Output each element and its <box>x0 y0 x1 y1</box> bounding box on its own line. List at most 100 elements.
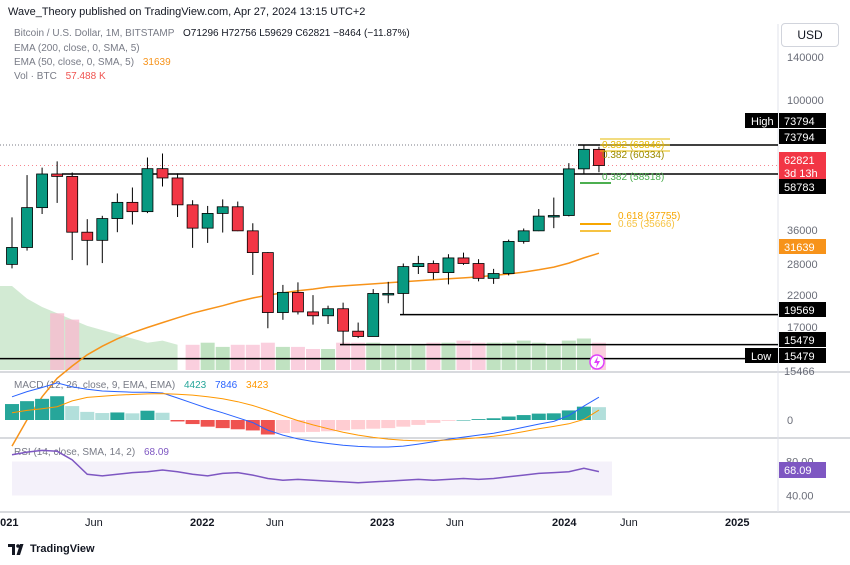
macd-histogram-bar <box>155 412 170 420</box>
volume-bar <box>185 344 200 370</box>
volume-bar <box>306 349 320 370</box>
currency-button[interactable]: USD <box>781 23 839 47</box>
alert-icon-bolt <box>594 356 600 368</box>
candle-body <box>201 213 214 229</box>
time-axis-tick: 2022 <box>190 517 214 529</box>
volume-bar <box>546 344 561 370</box>
legend-macd[interactable]: MACD (12, 26, close, 9, EMA, EMA) 4423 7… <box>14 380 268 391</box>
publisher-line: Wave_Theory published on TradingView.com… <box>8 6 366 18</box>
macd-histogram-bar <box>110 412 125 420</box>
candle-body <box>562 168 575 216</box>
volume-bar <box>260 342 275 370</box>
price-axis-tick: 22000 <box>787 290 818 302</box>
candle-body <box>6 247 18 265</box>
macd-histogram-bar <box>50 396 65 420</box>
legend-ema200[interactable]: EMA (200, close, 0, SMA, 5) <box>14 43 140 54</box>
legend-rsi-value: 68.09 <box>143 447 169 458</box>
candle-body <box>502 241 515 274</box>
macd-axis-tick: 0 <box>787 415 793 427</box>
macd-histogram-bar <box>531 413 546 420</box>
macd-histogram-bar <box>351 420 366 430</box>
candle-body <box>261 252 274 313</box>
candle-body <box>337 308 350 332</box>
legend-ema50[interactable]: EMA (50, close, 0, SMA, 5) 31639 <box>14 57 171 68</box>
legend-rsi[interactable]: RSI (14, close, SMA, 14, 2) 68.09 <box>14 447 169 458</box>
candle-body <box>171 177 184 206</box>
macd-histogram-bar <box>321 420 336 432</box>
candle-body <box>412 263 425 268</box>
rsi-axis-tick: 40.00 <box>786 491 814 503</box>
macd-line <box>11 382 600 448</box>
macd-histogram-bar <box>336 420 351 431</box>
tradingview-logo-text: TradingView <box>30 543 95 555</box>
legend-symbol[interactable]: Bitcoin / U.S. Dollar, 1M, BITSTAMP O712… <box>14 28 410 39</box>
macd-histogram-bar <box>456 420 471 421</box>
macd-histogram-bar <box>426 420 441 423</box>
macd-histogram-bar <box>275 420 290 434</box>
volume-bar <box>230 344 245 370</box>
volume-bar <box>501 342 516 370</box>
tradingview-logo[interactable]: TradingView <box>8 543 95 555</box>
time-axis-tick: 2025 <box>725 517 749 529</box>
price-label-box <box>779 348 826 363</box>
volume-bar <box>336 342 351 370</box>
fib-label: 0.618 (37755) <box>618 211 680 222</box>
price-label-box <box>779 302 826 317</box>
time-axis-tick: Jun <box>446 517 464 529</box>
price-label-tag <box>745 113 778 128</box>
price-label-box <box>779 152 826 181</box>
price-label-value: 58783 <box>784 182 815 194</box>
candle-body <box>51 173 64 177</box>
macd-signal-line <box>11 393 600 442</box>
price-label-value: 62821 <box>784 155 815 167</box>
macd-histogram-bar <box>5 404 19 420</box>
price-label-box <box>779 179 826 194</box>
fib-label: 0.382 (63846) <box>602 140 664 151</box>
macd-histogram-bar <box>200 420 215 427</box>
volume-bar <box>351 342 366 370</box>
time-axis-tick: Jun <box>85 517 103 529</box>
price-label-box <box>779 239 826 254</box>
candle-body <box>382 293 395 296</box>
volume-bar <box>516 340 531 370</box>
tradingview-logo-icon <box>8 543 24 555</box>
volume-bar <box>65 319 80 370</box>
candle-body <box>578 148 590 170</box>
legend-macd-line: 7846 <box>214 380 238 391</box>
candle-body <box>292 291 304 313</box>
legend-symbol-name: Bitcoin / U.S. Dollar, 1M, BITSTAMP <box>14 28 175 39</box>
volume-bar <box>396 344 411 370</box>
price-label-sub: 3d 13h <box>784 168 818 180</box>
macd-histogram-bar <box>245 420 260 431</box>
price-label-tag-text: Low <box>751 351 771 363</box>
candle-body <box>442 257 455 273</box>
fib-label: 0.65 (35666) <box>618 219 675 230</box>
volume-bar <box>561 340 576 370</box>
macd-histogram-bar <box>441 420 456 421</box>
rsi-value-label: 68.09 <box>784 465 812 477</box>
candle-body <box>367 293 380 337</box>
price-label-tag <box>745 348 778 363</box>
price-label-value: 15479 <box>784 335 815 347</box>
macd-histogram-bar <box>95 413 110 420</box>
fib-label: 0.382 (58518) <box>602 172 664 183</box>
price-label-tag-text: High <box>751 116 774 128</box>
macd-histogram-bar <box>366 420 381 429</box>
candle-body <box>276 291 289 313</box>
candle-body <box>216 206 229 214</box>
candle-body <box>472 263 485 279</box>
macd-histogram-bar <box>381 420 396 429</box>
candle-body <box>66 176 79 233</box>
macd-histogram-bar <box>140 410 155 420</box>
macd-histogram-bar <box>125 413 140 420</box>
candle-body <box>487 273 500 279</box>
macd-histogram-bar <box>411 420 426 425</box>
time-axis-tick: 2021 <box>0 517 18 529</box>
macd-histogram-bar <box>65 406 80 420</box>
price-label-value: 15479 <box>784 351 815 363</box>
legend-volume[interactable]: Vol · BTC 57.488 K <box>14 71 106 82</box>
macd-histogram-bar <box>501 416 516 420</box>
time-axis-tick: 2023 <box>370 517 394 529</box>
rsi-value-box <box>779 462 826 478</box>
